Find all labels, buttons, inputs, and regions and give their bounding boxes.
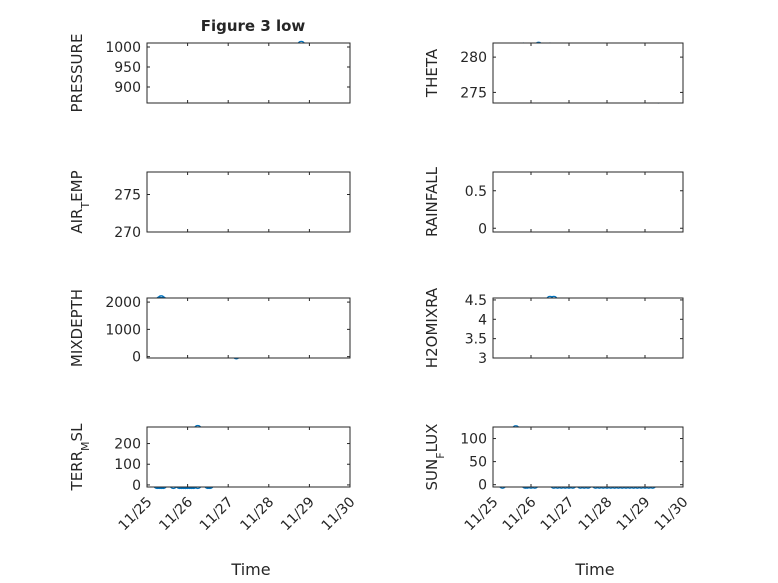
y-tick-label: 4 — [478, 312, 487, 328]
y-tick-label: 280 — [460, 50, 487, 66]
y-tick-label: 100 — [114, 457, 141, 473]
y-axis-label: AIRTEMP — [68, 170, 92, 233]
y-axis-label: PRESSURE — [68, 34, 86, 113]
y-tick-label: 3.5 — [465, 332, 487, 348]
axes-box — [492, 42, 684, 104]
subplot-4: 0 0.5 RAINFALL — [423, 166, 684, 237]
y-tick-label: 0.5 — [465, 184, 487, 200]
axes-box — [146, 426, 351, 488]
axes-box — [146, 171, 351, 233]
axes-box — [492, 297, 684, 359]
subplot-3: 270 275 AIRTEMP — [68, 170, 351, 241]
y-tick-label: 0 — [478, 221, 487, 237]
y-tick-label: 3 — [478, 351, 487, 367]
x-tick-label: 11/26 — [156, 494, 196, 534]
axes-box — [492, 426, 684, 488]
x-tick-label: 11/25 — [462, 494, 502, 534]
subplot-5: 0 1000 2000 MIXDEPTH — [68, 289, 351, 367]
y-tick-label: 1000 — [105, 40, 141, 56]
y-tick-label: 2000 — [105, 295, 141, 311]
y-tick-label: 50 — [469, 455, 487, 471]
y-tick-label: 900 — [114, 80, 141, 96]
x-tick-label: 11/30 — [652, 494, 692, 534]
x-tick-label: 11/28 — [576, 494, 616, 534]
subplot-1: 900 950 1000 PRESSURE — [68, 34, 351, 113]
y-axis-label: RAINFALL — [423, 166, 441, 237]
y-axis-label: TERRMSL — [68, 423, 92, 492]
subplot-6: 3 3.5 4 4.5 H2OMIXRA — [423, 287, 684, 368]
axes-box — [146, 42, 351, 104]
x-tick-label: 11/29 — [278, 494, 318, 534]
y-axis-label: THETA — [423, 48, 441, 98]
x-tick-label: 11/26 — [500, 494, 540, 534]
y-tick-label: 1000 — [105, 322, 141, 338]
y-tick-label: 100 — [460, 432, 487, 448]
subplot-7: 0 100 200 11/25 11/26 11/27 11/28 11/29 11/30 TER… — [68, 423, 358, 534]
subplot-2: 275 280 THETA — [423, 41, 684, 104]
y-tick-label: 270 — [114, 225, 141, 241]
y-tick-label: 200 — [114, 437, 141, 453]
y-tick-label: 0 — [132, 350, 141, 366]
x-tick-label: 11/28 — [237, 494, 277, 534]
y-tick-label: 0 — [478, 478, 487, 494]
x-axis-label-left: Time — [230, 560, 270, 579]
y-tick-label: 4.5 — [465, 293, 487, 309]
x-tick-label: 11/25 — [116, 494, 156, 534]
y-tick-label: 275 — [114, 188, 141, 204]
y-axis-label: MIXDEPTH — [68, 289, 86, 367]
y-axis-label: SUNFLUX — [423, 424, 447, 491]
axes-box — [492, 171, 684, 233]
x-tick-label: 11/30 — [319, 494, 359, 534]
axes-box — [146, 297, 351, 359]
figure-title: Figure 3 low — [201, 17, 306, 35]
y-tick-label: 950 — [114, 60, 141, 76]
y-axis-label: H2OMIXRA — [423, 287, 441, 368]
x-tick-label: 11/27 — [197, 494, 237, 534]
x-tick-label: 11/29 — [614, 494, 654, 534]
x-tick-label: 11/27 — [538, 494, 578, 534]
y-tick-label: 0 — [132, 478, 141, 494]
y-tick-label: 275 — [460, 85, 487, 101]
x-axis-label-right: Time — [574, 560, 614, 579]
